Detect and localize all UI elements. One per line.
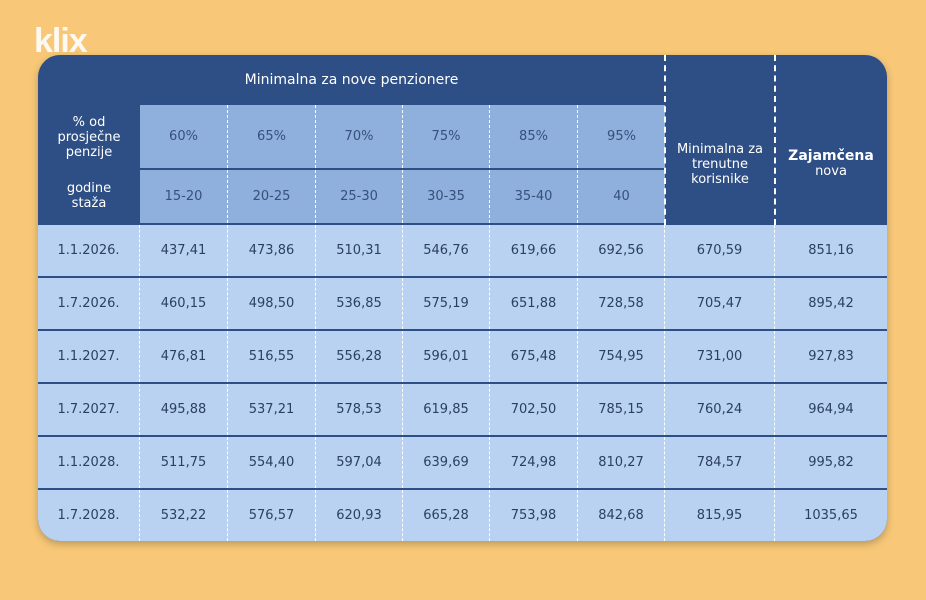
- table-row: 1.1.2028. 511,75 554,40 597,04 639,69 724,98 8…: [38, 437, 887, 488]
- table-row: 1.7.2026. 460,15 498,50 536,85 575,19 651,88 7…: [38, 278, 887, 329]
- cell-value: 619,66: [490, 225, 578, 276]
- cell-value: 665,28: [403, 490, 490, 541]
- row-date: 1.1.2027.: [38, 331, 140, 382]
- pension-table: Minimalna za nove penzionere % od prosje…: [38, 55, 887, 541]
- row-label-years: godine staža: [66, 181, 112, 211]
- cell-value: 815,95: [665, 490, 775, 541]
- cell-value: 964,94: [808, 402, 854, 417]
- cell-value: 536,85: [316, 278, 403, 329]
- row-date: 1.1.2028.: [38, 437, 140, 488]
- cell-value: 510,31: [316, 225, 403, 276]
- cell-value: 702,50: [490, 384, 578, 435]
- cell-value: 731,00: [665, 331, 775, 382]
- col-header-guaranteed-rest: nova: [815, 164, 847, 179]
- klix-logo: klix: [34, 22, 88, 60]
- header-percent: 95%: [578, 105, 665, 168]
- cell-value: 754,95: [578, 331, 665, 382]
- cell-value: 498,50: [228, 278, 316, 329]
- cell-value: 895,42: [808, 296, 854, 311]
- cell-value: 516,55: [228, 331, 316, 382]
- table-row: 1.7.2027. 495,88 537,21 578,53 619,85 702,50 7…: [38, 384, 887, 435]
- cell-value: 554,40: [228, 437, 316, 488]
- row-date: 1.7.2027.: [38, 384, 140, 435]
- row-date: 1.7.2028.: [38, 490, 140, 541]
- cell-value: 692,56: [578, 225, 665, 276]
- cell-value: 851,16: [808, 243, 854, 258]
- table-row: 1.1.2027. 476,81 516,55 556,28 596,01 675,48 7…: [38, 331, 887, 382]
- cell-value: 575,19: [403, 278, 490, 329]
- cell-value: 473,86: [228, 225, 316, 276]
- cell-value: 495,88: [140, 384, 228, 435]
- row-label-percent: % od prosječne penzije: [57, 114, 121, 160]
- cell-value: 651,88: [490, 278, 578, 329]
- cell-value: 927,83: [808, 349, 854, 364]
- header-years: 15-20: [140, 170, 228, 223]
- header-percent: 75%: [403, 105, 490, 168]
- row-date: 1.7.2026.: [38, 278, 140, 329]
- cell-value: 753,98: [490, 490, 578, 541]
- cell-value: 619,85: [403, 384, 490, 435]
- col-header-guaranteed-bold: Zajamčena: [788, 148, 874, 164]
- cell-value: 728,58: [578, 278, 665, 329]
- header-years: 20-25: [228, 170, 316, 223]
- cell-value: 511,75: [140, 437, 228, 488]
- cell-value: 556,28: [316, 331, 403, 382]
- col-header-current: Minimalna za trenutne korisnike: [676, 141, 764, 187]
- group-title: Minimalna za nove penzionere: [244, 72, 459, 88]
- cell-value: 760,24: [665, 384, 775, 435]
- header-years: 35-40: [490, 170, 578, 223]
- cell-value: 842,68: [578, 490, 665, 541]
- cell-value: 460,15: [140, 278, 228, 329]
- header-percent: 65%: [228, 105, 316, 168]
- header-years: 30-35: [403, 170, 490, 223]
- cell-value: 546,76: [403, 225, 490, 276]
- header-percent: 70%: [316, 105, 403, 168]
- cell-value: 532,22: [140, 490, 228, 541]
- cell-value: 596,01: [403, 331, 490, 382]
- cell-value: 537,21: [228, 384, 316, 435]
- cell-value: 639,69: [403, 437, 490, 488]
- cell-value: 670,59: [665, 225, 775, 276]
- cell-value: 810,27: [578, 437, 665, 488]
- header-years: 25-30: [316, 170, 403, 223]
- cell-value: 576,57: [228, 490, 316, 541]
- cell-value: 1035,65: [804, 508, 858, 523]
- cell-value: 675,48: [490, 331, 578, 382]
- col-header-guaranteed: Zajamčena nova: [775, 105, 887, 223]
- cell-value: 785,15: [578, 384, 665, 435]
- cell-value: 476,81: [140, 331, 228, 382]
- row-date: 1.1.2026.: [38, 225, 140, 276]
- table-row: 1.7.2028. 532,22 576,57 620,93 665,28 753,98 8…: [38, 490, 887, 541]
- cell-value: 578,53: [316, 384, 403, 435]
- cell-value: 437,41: [140, 225, 228, 276]
- table-row: 1.1.2026. 437,41 473,86 510,31 546,76 619,66 6…: [38, 225, 887, 276]
- cell-value: 784,57: [665, 437, 775, 488]
- header-percent: 85%: [490, 105, 578, 168]
- cell-value: 724,98: [490, 437, 578, 488]
- cell-value: 705,47: [665, 278, 775, 329]
- cell-value: 995,82: [808, 455, 854, 470]
- cell-value: 597,04: [316, 437, 403, 488]
- cell-value: 620,93: [316, 490, 403, 541]
- header-years: 40: [578, 170, 665, 223]
- header-percent: 60%: [140, 105, 228, 168]
